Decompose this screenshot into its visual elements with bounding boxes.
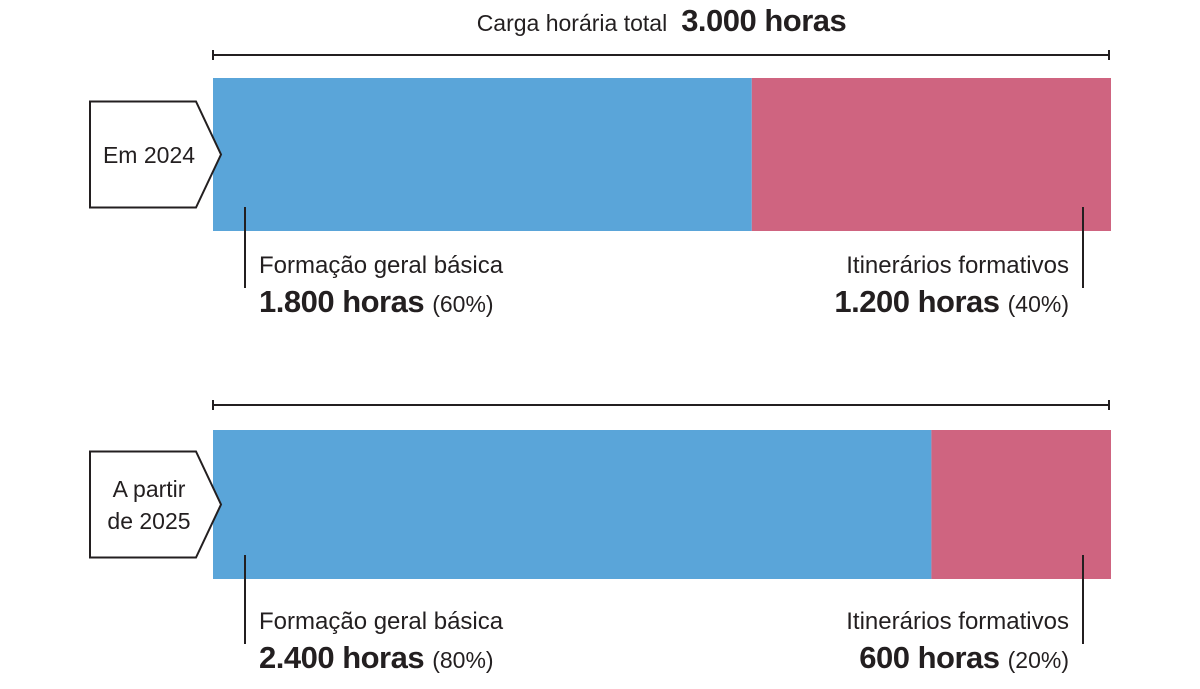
bar-segment-itinerarios [751,78,1111,231]
segment-percent-label: (60%) [432,291,494,317]
row-label-tag [89,100,223,209]
row-label-tag [89,450,223,559]
segment-category-label: Itinerários formativos [846,252,1069,279]
row-label: Em 2024 [90,139,208,171]
row-label: A partir de 2025 [90,473,208,537]
segment-percent-label: (20%) [1007,647,1069,673]
segment-percent-label: (40%) [1007,291,1069,317]
bar-segment-itinerarios [931,430,1111,579]
segment-value-label: 1.800 horas (60%) [259,284,494,319]
total-label-text: Carga horária total [476,10,668,36]
row-label-line: de 2025 [107,507,191,534]
row-label-line: Em 2024 [102,141,196,168]
bar-segment-formacao [213,78,752,231]
segment-label-itinerarios: Itinerários formativos 1.200 horas (40%) [834,250,1069,324]
segment-label-formacao: Formação geral básica 1.800 horas (60%) [259,250,503,324]
segment-value-label: 1.200 horas (40%) [834,284,1069,319]
segment-value-label: 600 horas (20%) [859,640,1069,675]
segment-category-label: Formação geral básica [259,608,504,635]
chart-title: Carga horária total 3.000 horas [0,4,1200,40]
bar-segment-formacao [213,430,932,579]
segment-category-label: Itinerários formativos [846,608,1069,635]
segment-percent-label: (80%) [432,647,494,673]
segment-label-itinerarios: Itinerários formativos 600 horas (20%) [846,606,1069,680]
segment-category-label: Formação geral básica [259,252,504,279]
row-label-line: A partir [112,475,186,502]
segment-value-label: 2.400 horas (80%) [259,640,494,675]
segment-label-formacao: Formação geral básica 2.400 horas (80%) [259,606,503,680]
total-value: 3.000 horas [681,3,847,38]
